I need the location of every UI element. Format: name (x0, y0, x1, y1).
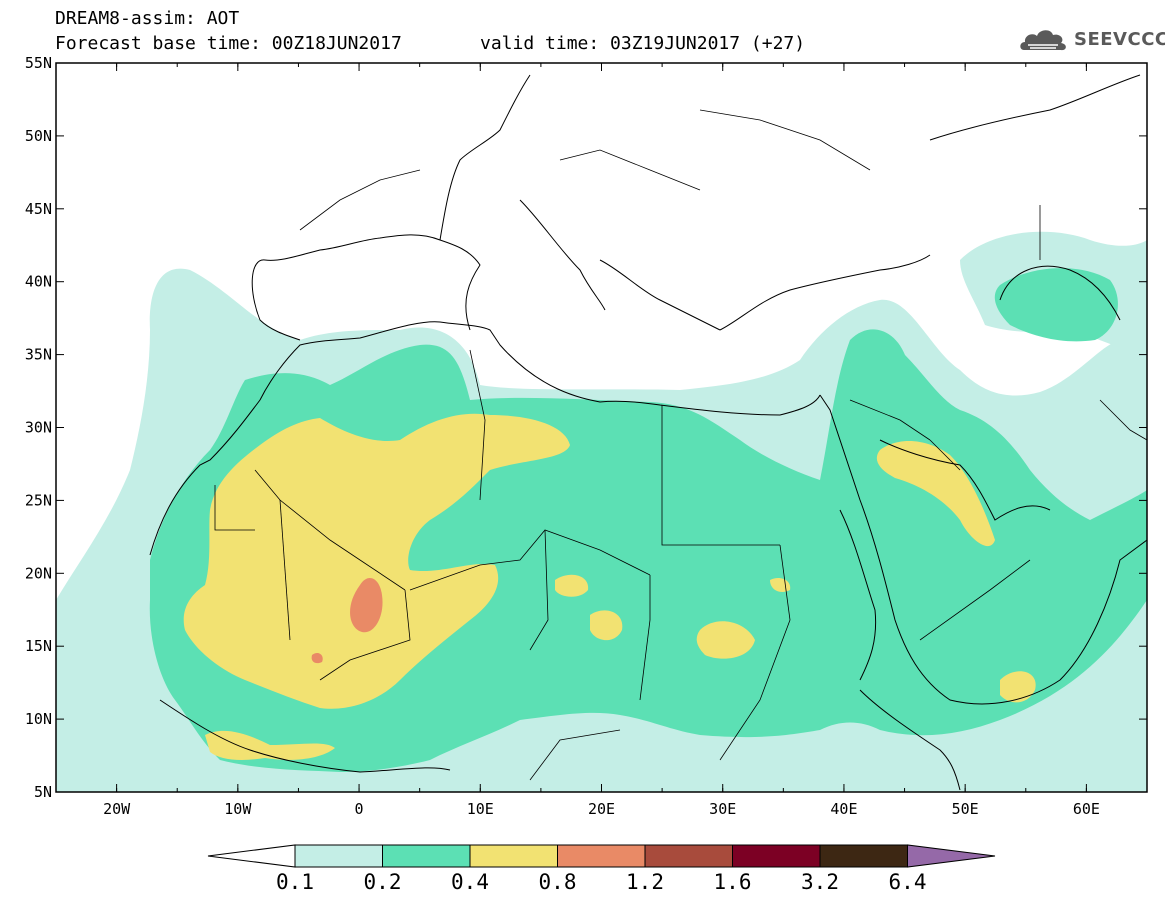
forecast-base-time: Forecast base time: 00Z18JUN2017 (55, 33, 402, 54)
lat-tick-label: 35N (25, 346, 52, 364)
lat-tick-label: 10N (25, 710, 52, 728)
colorbar-lower-arrow (207, 844, 296, 868)
aot-band-0.8 (311, 577, 383, 664)
colorbar-label: 0.8 (539, 870, 577, 894)
lon-tick-label: 20W (103, 800, 131, 818)
lat-tick-label: 30N (25, 419, 52, 437)
colorbar-box (469, 844, 558, 868)
lat-tick-label: 50N (25, 127, 52, 145)
lon-tick-label: 30E (709, 800, 736, 818)
colorbar-upper-arrow (907, 844, 996, 868)
axis-ticks: 20W 10W 0 10E 20E 30E 40E 50E 60E 55N 50N 45N 40N 35N… (25, 54, 1148, 818)
colorbar-box (557, 844, 646, 868)
lat-tick-label: 5N (34, 783, 52, 801)
lat-tick-label: 20N (25, 564, 52, 582)
lat-tick-label: 25N (25, 491, 52, 509)
lon-tick-label: 10E (467, 800, 494, 818)
valid-time: valid time: 03Z19JUN2017 (+27) (480, 33, 806, 54)
seevccc-logo: SEEVCCC (1018, 22, 1165, 56)
colorbar-box (819, 844, 908, 868)
logo-text: SEEVCCC (1074, 28, 1165, 50)
colorbar-box (382, 844, 471, 868)
colorbar-label: 0.2 (364, 870, 402, 894)
product-title: DREAM8-assim: AOT (55, 8, 240, 29)
lat-tick-label: 40N (25, 273, 52, 291)
colorbar-box (294, 844, 383, 868)
colorbar-label: 0.1 (276, 870, 314, 894)
lon-tick-label: 50E (952, 800, 979, 818)
colorbar-label: 1.6 (714, 870, 752, 894)
aot-band-0.4 (183, 413, 1036, 760)
lon-tick-label: 0 (355, 800, 364, 818)
colorbar-box (644, 844, 733, 868)
colorbar-label: 1.2 (626, 870, 664, 894)
colorbar-label: 0.4 (451, 870, 489, 894)
lat-tick-label: 55N (25, 54, 52, 72)
colorbar-label: 3.2 (801, 870, 839, 894)
country-borders (214, 109, 1147, 781)
lon-tick-label: 40E (830, 800, 857, 818)
lon-tick-label: 20E (588, 800, 615, 818)
lon-tick-label: 10W (224, 800, 252, 818)
colorbar-label: 6.4 (889, 870, 927, 894)
lat-tick-label: 45N (25, 200, 52, 218)
cloud-icon (1020, 30, 1066, 51)
coastlines (149, 74, 1147, 791)
colorbar-box (732, 844, 821, 868)
lon-tick-label: 60E (1073, 800, 1100, 818)
aot-contours (56, 231, 1147, 792)
lat-tick-label: 15N (25, 637, 52, 655)
